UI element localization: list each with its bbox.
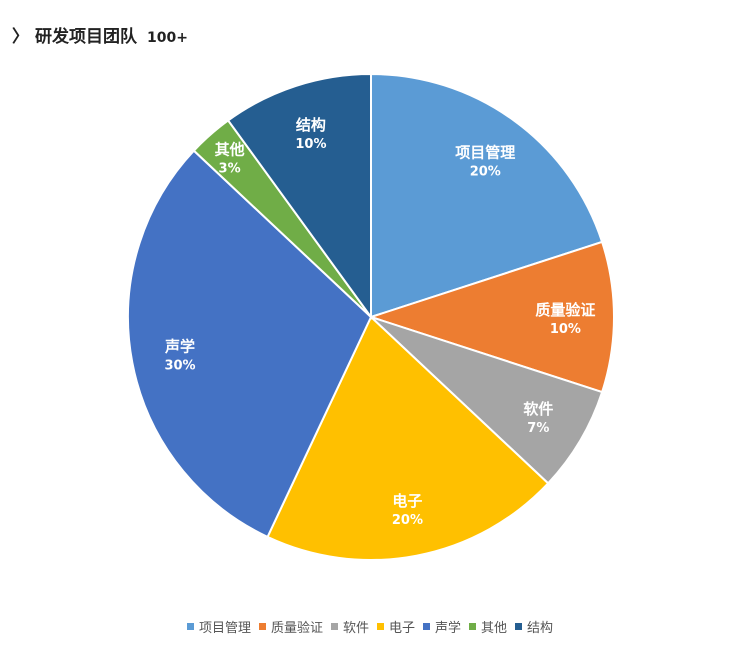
chevron-right-icon: 〉 — [12, 27, 29, 47]
data-label: 30% — [164, 358, 195, 373]
legend-item[interactable]: 其他 — [469, 617, 507, 636]
legend-label: 声学 — [435, 621, 462, 636]
legend-label: 质量验证 — [270, 621, 323, 636]
legend-swatch — [186, 623, 194, 630]
slice-name-label: 质量验证 — [535, 301, 595, 319]
pie-slice-0 — [370, 72, 604, 319]
legend-label: 结构 — [527, 621, 554, 636]
slice-name-label: 项目管理 — [455, 144, 515, 162]
legend-item[interactable]: 软件 — [330, 617, 369, 636]
legend-swatch — [469, 623, 477, 630]
legend-swatch — [330, 623, 338, 630]
data-label: 7% — [527, 421, 549, 436]
legend-label: 软件 — [342, 621, 369, 636]
legend-label: 项目管理 — [198, 621, 251, 636]
pie-slice-2 — [370, 316, 604, 485]
legend-item[interactable]: 质量验证 — [258, 617, 323, 636]
slice-name-label: 声学 — [164, 337, 195, 355]
slice-name-label: 电子 — [392, 492, 422, 510]
data-label: 10% — [550, 322, 581, 337]
data-label: 20% — [470, 165, 501, 180]
pie-slice-3 — [266, 315, 550, 561]
legend-item[interactable]: 结构 — [515, 617, 553, 636]
pie-slice-4 — [127, 149, 373, 539]
slice-name-label: 其他 — [215, 141, 245, 159]
legend-item[interactable]: 电子 — [376, 617, 415, 636]
pie-slice-1 — [367, 240, 615, 394]
legend-swatch — [258, 623, 266, 630]
slice-name-label: 软件 — [523, 400, 553, 418]
legend-label: 其他 — [481, 621, 508, 636]
legend-swatch — [423, 623, 430, 630]
team-count: 100+ — [147, 30, 188, 46]
data-label: 20% — [392, 513, 423, 528]
legend-item[interactable]: 声学 — [423, 617, 461, 636]
legend-swatch — [376, 623, 384, 630]
pie-slice-6 — [226, 72, 372, 321]
title-text: 研发项目团队 — [35, 27, 137, 47]
data-label: 10% — [295, 137, 326, 152]
legend: 项目管理 质量验证 软件 电子 声学 其他 结构 — [0, 617, 740, 636]
legend-swatch — [515, 623, 523, 630]
legend-label: 电子 — [388, 621, 415, 636]
slice-name-label: 结构 — [296, 116, 326, 134]
legend-item[interactable]: 项目管理 — [186, 617, 251, 636]
data-label: 3% — [219, 162, 241, 177]
chart-title: 〉 研发项目团队 100+ — [12, 22, 188, 47]
